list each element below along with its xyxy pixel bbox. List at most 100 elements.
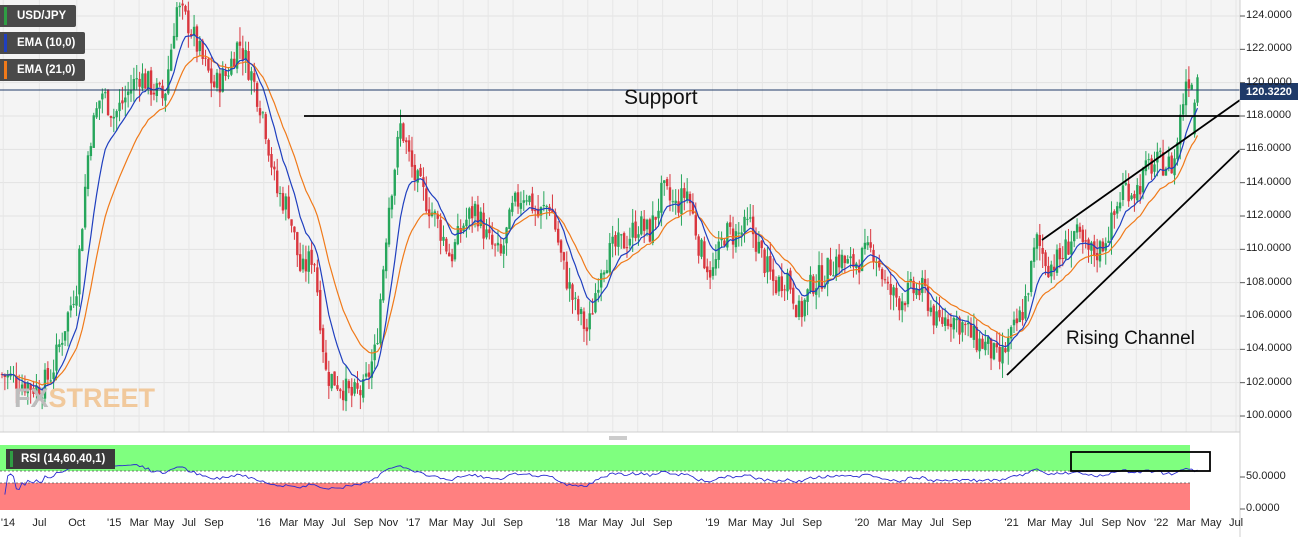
candle-body — [582, 311, 586, 329]
candle-body — [0, 374, 4, 376]
candle-body — [141, 73, 144, 89]
candle-body — [545, 206, 548, 208]
candle-body — [1055, 249, 1059, 273]
candle-body — [407, 140, 411, 152]
time-tick-label: '21 — [1004, 517, 1019, 529]
candle-body — [1138, 186, 1142, 195]
price-tick-label: 100.0000 — [1246, 409, 1292, 421]
time-tick-label: '18 — [555, 517, 571, 529]
symbol-legend[interactable]: USD/JPY — [0, 5, 77, 27]
candle-body — [1136, 185, 1139, 201]
candle-body — [201, 40, 204, 59]
candle-body — [465, 219, 468, 227]
time-tick-label: Sep — [951, 517, 972, 529]
candle-body — [72, 303, 75, 305]
candle-body — [1176, 142, 1179, 160]
candle-body — [964, 324, 967, 326]
candle-body — [720, 238, 723, 241]
candle-body — [668, 187, 672, 201]
candle-body — [1116, 206, 1119, 214]
candle-body — [989, 338, 993, 359]
candle-body — [287, 196, 290, 219]
candle-body — [611, 236, 614, 244]
candle-body — [192, 26, 196, 36]
candle-body — [1179, 114, 1182, 145]
candle-body — [981, 338, 984, 349]
time-tick-label: Sep — [652, 517, 673, 529]
rsi-tick-label: 0.0000 — [1246, 502, 1280, 514]
rsi-legend[interactable]: RSI (14,60,40,1) — [6, 449, 116, 469]
time-tick-label: '16 — [256, 517, 271, 529]
candle-body — [946, 319, 950, 326]
candle-body — [310, 249, 313, 265]
candle-body — [479, 211, 482, 226]
candle-body — [677, 201, 680, 213]
candle-body — [405, 140, 408, 143]
candle-body — [250, 71, 253, 81]
candle-body — [416, 170, 419, 183]
candle-body — [617, 232, 620, 247]
candle-body — [1070, 241, 1073, 255]
candle-body — [433, 211, 437, 215]
candle-body — [264, 114, 267, 140]
candle-body — [1121, 185, 1125, 200]
candle-body — [92, 115, 95, 148]
candle-body — [519, 203, 523, 209]
candle-body — [1164, 168, 1168, 176]
candle-body — [384, 242, 388, 272]
candle-body — [184, 5, 187, 12]
candle-body — [1021, 312, 1024, 321]
candle-body — [806, 289, 809, 302]
candle-body — [301, 258, 305, 270]
price-tick-label: 114.0000 — [1246, 175, 1292, 188]
candle-body — [304, 259, 308, 272]
candle-body — [316, 267, 319, 293]
candle-body — [1012, 319, 1016, 326]
candle-body — [1035, 234, 1039, 249]
rsi-oversold-zone — [0, 483, 1190, 510]
candle-body — [26, 383, 30, 394]
candle-body — [511, 202, 514, 212]
candle-body — [620, 234, 623, 236]
candle-body — [783, 289, 786, 291]
candle-body — [425, 188, 428, 212]
candle-body — [1058, 248, 1062, 260]
candle-body — [691, 202, 695, 214]
rsi-color-swatch — [10, 451, 13, 467]
candle-body — [204, 57, 207, 59]
candle-body — [488, 229, 491, 234]
pane-resize-handle[interactable] — [609, 436, 627, 440]
time-tick-label: Jul — [630, 517, 645, 529]
ema21-label: EMA (21,0) — [17, 64, 76, 76]
candle-body — [771, 269, 775, 281]
candle-body — [1193, 102, 1196, 135]
price-tick-label: 110.0000 — [1246, 242, 1292, 255]
ema10-legend[interactable]: EMA (10,0) — [0, 32, 86, 54]
candle-body — [711, 267, 715, 276]
candle-body — [665, 179, 669, 187]
candle-body — [1153, 164, 1156, 172]
time-tick-label: Jul — [780, 517, 795, 529]
candle-body — [473, 203, 477, 217]
candle-body — [628, 238, 632, 246]
ema21-legend[interactable]: EMA (21,0) — [0, 59, 86, 81]
candle-body — [198, 41, 202, 52]
candle-body — [470, 206, 474, 219]
channel-upper-line — [1041, 99, 1241, 241]
candle-body — [915, 288, 918, 296]
candle-body — [714, 259, 718, 269]
channel-lower-line — [1006, 149, 1241, 376]
candle-body — [780, 276, 783, 292]
candle-body — [29, 384, 32, 390]
candle-body — [536, 208, 540, 217]
candle-body — [777, 276, 781, 292]
candle-body — [187, 10, 190, 34]
price-tick-label: 118.0000 — [1246, 109, 1292, 121]
candle-body — [1161, 152, 1165, 176]
time-tick-label: May — [602, 517, 624, 529]
candle-body — [700, 239, 703, 257]
rsi-highlight-box — [1070, 451, 1211, 472]
candle-body — [1107, 240, 1110, 244]
candle-body — [754, 232, 758, 252]
candle-body — [1170, 155, 1173, 174]
